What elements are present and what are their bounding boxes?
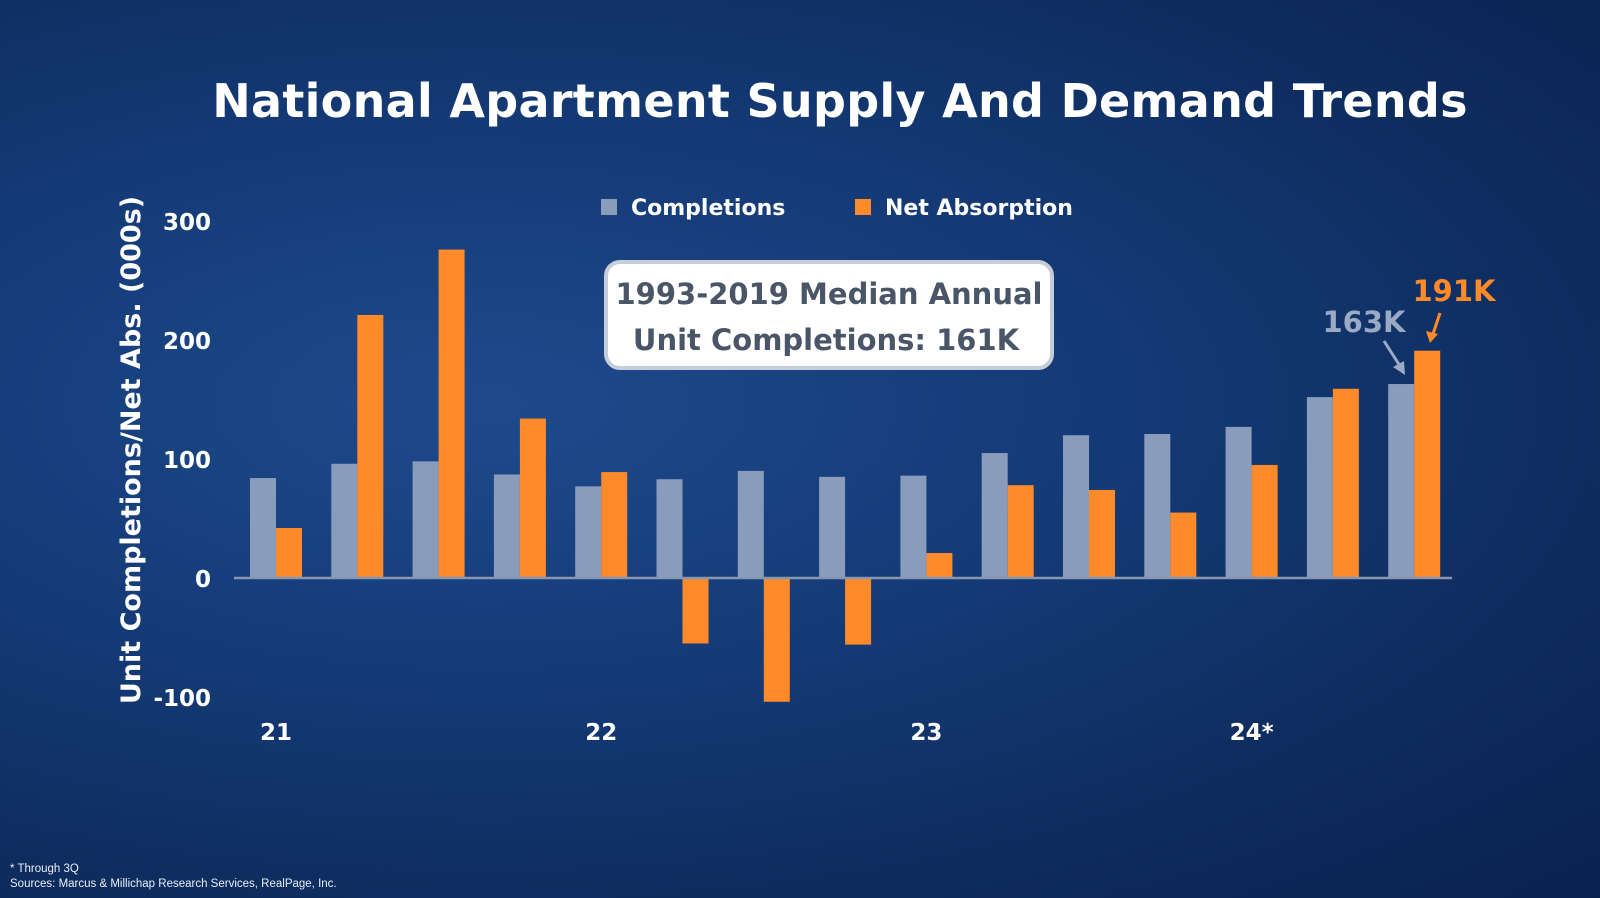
median-annotation-line2: Unit Completions: 161K xyxy=(633,323,1021,357)
y-tick-label-100: 100 xyxy=(163,448,211,474)
bar-net-absorption-2Q21 xyxy=(357,315,384,578)
bar-net-absorption-1Q21 xyxy=(276,528,302,578)
bar-completions-2Q24 xyxy=(1306,397,1333,578)
bar-completions-4Q22 xyxy=(819,476,846,578)
bar-completions-2Q22 xyxy=(656,479,683,578)
bar-completions-3Q22 xyxy=(737,470,764,578)
y-tick-label--100: -100 xyxy=(153,686,211,712)
footnote: * Through 3Q Sources: Marcus & Millichap… xyxy=(10,862,337,892)
callout-completions-arrowhead xyxy=(1393,361,1405,375)
bar-net-absorption-2Q22 xyxy=(682,578,709,644)
legend-swatch-net-absorption xyxy=(855,199,871,215)
bar-completions-1Q22 xyxy=(575,486,602,578)
callout-absorption: 191K xyxy=(1412,274,1497,343)
bar-net-absorption-1Q23 xyxy=(926,553,953,578)
legend-swatch-completions xyxy=(601,199,617,215)
callout-completions-label: 163K xyxy=(1322,305,1407,339)
callout-absorption-label: 191K xyxy=(1412,274,1497,308)
x-tick-label-21: 21 xyxy=(260,720,292,746)
bar-completions-2Q23 xyxy=(981,453,1008,578)
bar-net-absorption-3Q21 xyxy=(438,249,465,578)
bar-completions-3Q21 xyxy=(412,461,439,578)
legend-label-net-absorption: Net Absorption xyxy=(885,196,1073,221)
bar-net-absorption-1Q24 xyxy=(1251,464,1278,578)
bar-net-absorption-3Q22 xyxy=(763,578,790,702)
footnote-sources: Sources: Marcus & Millichap Research Ser… xyxy=(10,878,337,890)
x-tick-label-24star: 24* xyxy=(1230,720,1274,746)
bar-net-absorption-3Q24 xyxy=(1414,350,1441,578)
bar-completions-4Q21 xyxy=(493,474,520,578)
median-annotation-box: 1993-2019 Median Annual Unit Completions… xyxy=(604,260,1054,370)
callout-absorption-arrow xyxy=(1431,312,1442,335)
bar-completions-1Q21 xyxy=(250,478,276,578)
y-axis-label: Unit Completions/Net Abs. (000s) xyxy=(116,196,147,704)
median-annotation-line1: 1993-2019 Median Annual xyxy=(616,277,1043,311)
y-tick-label-300: 300 xyxy=(163,210,211,236)
y-tick-label-200: 200 xyxy=(163,329,211,355)
callout-completions-arrow xyxy=(1382,340,1402,367)
bar-completions-3Q24 xyxy=(1388,384,1415,578)
footnote-through: * Through 3Q xyxy=(10,863,79,875)
bar-net-absorption-3Q23 xyxy=(1089,489,1115,578)
bar-net-absorption-2Q23 xyxy=(1007,485,1034,578)
bar-net-absorption-1Q22 xyxy=(601,472,628,578)
x-tick-label-22: 22 xyxy=(585,720,617,746)
callout-completions: 163K xyxy=(1322,305,1407,375)
bar-completions-1Q23 xyxy=(900,475,927,578)
y-tick-label-0: 0 xyxy=(195,567,211,593)
legend: Completions Net Absorption xyxy=(601,196,1073,221)
callout-absorption-arrowhead xyxy=(1426,331,1438,343)
x-tick-labels: 21 22 23 24* xyxy=(260,720,1274,746)
bar-net-absorption-4Q22 xyxy=(845,578,872,645)
bar-completions-1Q24 xyxy=(1225,426,1252,578)
bar-completions-4Q23 xyxy=(1144,434,1171,578)
bar-net-absorption-4Q23 xyxy=(1170,512,1197,578)
bar-completions-3Q23 xyxy=(1063,435,1089,578)
bar-net-absorption-2Q24 xyxy=(1332,388,1359,578)
x-tick-label-23: 23 xyxy=(910,720,942,746)
bar-completions-2Q21 xyxy=(331,463,358,578)
legend-label-completions: Completions xyxy=(631,196,785,221)
y-tick-labels: -100 0 100 200 300 xyxy=(153,210,211,712)
chart-title: National Apartment Supply And Demand Tre… xyxy=(212,74,1468,128)
bars-group xyxy=(250,249,1441,702)
bar-net-absorption-4Q21 xyxy=(519,418,546,578)
